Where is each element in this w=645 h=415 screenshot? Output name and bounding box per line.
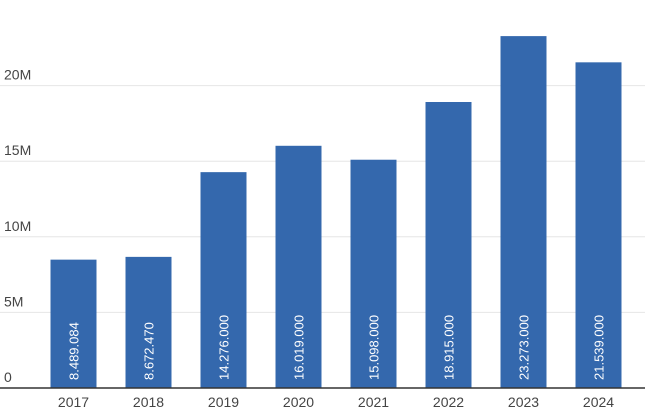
bar-value-label: 18.915.000 [442, 315, 457, 380]
bar-value-label: 21.539.000 [592, 315, 607, 380]
bar-2017 [50, 259, 97, 388]
bar-2022 [425, 102, 472, 389]
y-tick-label: 15M [4, 142, 31, 158]
x-axis-tick-labels: 2017 2018 2019 2020 2021 2022 2023 2024 [58, 394, 614, 410]
x-tick-label: 2021 [358, 394, 389, 410]
x-tick-label: 2020 [283, 394, 314, 410]
y-tick-label: 20M [4, 67, 31, 83]
bar-value-label: 14.276.000 [217, 315, 232, 380]
bar-value-label: 8.489.084 [67, 322, 82, 380]
x-tick-label: 2019 [208, 394, 239, 410]
x-tick-label: 2023 [508, 394, 539, 410]
y-tick-label: 0 [4, 369, 12, 385]
bar-2018 [125, 256, 172, 388]
x-tick-label: 2018 [133, 394, 164, 410]
y-axis-tick-labels: 0 5M 10M 15M 20M [4, 67, 31, 385]
bars [50, 36, 622, 389]
gridlines [0, 85, 645, 313]
x-tick-label: 2024 [583, 394, 614, 410]
bar-2023 [500, 36, 547, 388]
y-tick-label: 5M [4, 293, 23, 309]
bar-value-labels: 8.489.084 8.672.470 14.276.000 16.019.000 15… [67, 315, 607, 380]
bar-2021 [350, 159, 397, 388]
bar-value-label: 15.098.000 [367, 315, 382, 380]
bar-2020 [275, 145, 322, 388]
bar-value-label: 16.019.000 [292, 315, 307, 380]
y-tick-label: 10M [4, 218, 31, 234]
x-tick-label: 2022 [433, 394, 464, 410]
bar-2024 [575, 62, 622, 388]
bar-value-label: 23.273.000 [517, 315, 532, 380]
bar-2019 [200, 172, 247, 388]
bar-value-label: 8.672.470 [142, 322, 157, 380]
x-tick-label: 2017 [58, 394, 89, 410]
